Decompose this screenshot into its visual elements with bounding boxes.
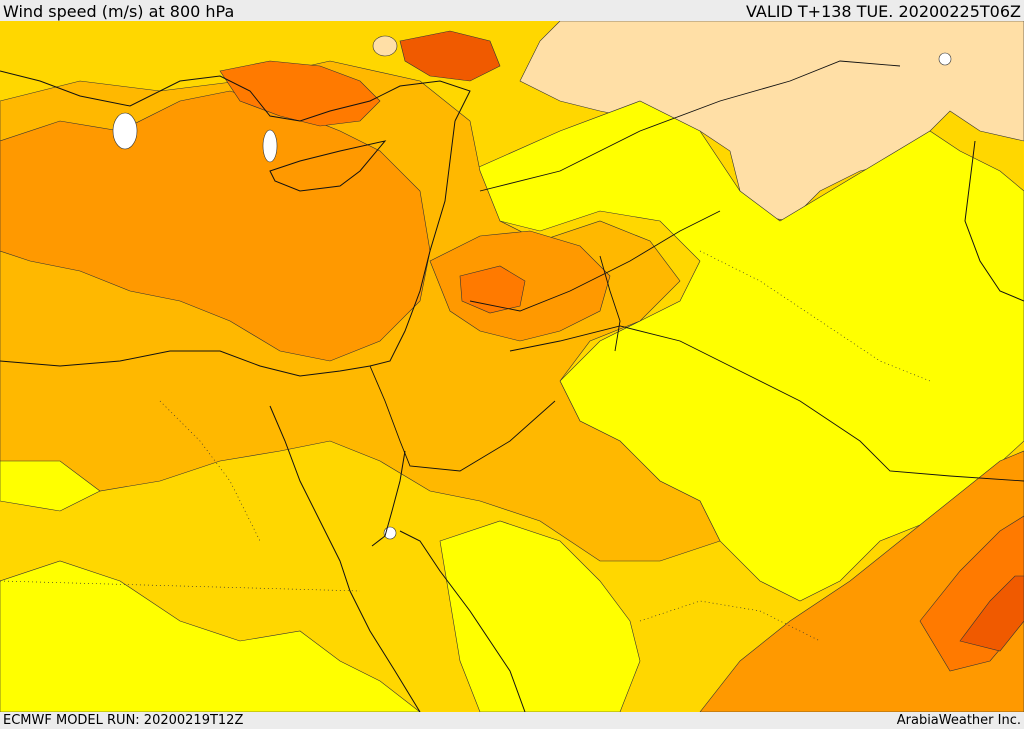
footer-bar: ECMWF MODEL RUN: 20200219T12Z ArabiaWeat… xyxy=(0,712,1024,729)
band-low-east xyxy=(469,100,1024,602)
map-title: Wind speed (m/s) at 800 hPa xyxy=(3,2,235,21)
band-core-syria xyxy=(459,265,526,314)
band-core-turkey xyxy=(219,60,381,127)
coastline-persian-gulf xyxy=(964,140,1024,302)
coastline-egypt-north xyxy=(0,350,371,377)
border-egypt-israel xyxy=(369,365,556,472)
coastline-gulf-of-suez xyxy=(269,405,421,712)
border-jordan-iraq-saudi xyxy=(469,210,721,312)
coastline-turkey-south xyxy=(0,70,471,122)
band-high-mediterranean xyxy=(0,90,431,362)
header-bar: Wind speed (m/s) at 800 hPa VALID T+138 … xyxy=(0,0,1024,21)
dotted-boundary-2 xyxy=(159,400,261,542)
credit-label: ArabiaWeather Inc. xyxy=(896,713,1021,728)
dotted-boundary-1 xyxy=(699,250,931,382)
border-syria-iraq xyxy=(479,60,901,192)
wind-speed-map xyxy=(0,21,1024,712)
calm-patch-2 xyxy=(262,129,278,163)
border-saudi-iraq xyxy=(509,325,1024,482)
calm-patch-3 xyxy=(372,35,398,57)
calm-patch-5 xyxy=(938,52,952,66)
model-run-label: ECMWF MODEL RUN: 20200219T12Z xyxy=(3,713,244,728)
coastline-gulf-of-aqaba xyxy=(371,450,406,547)
coastline-red-sea-east xyxy=(399,530,526,712)
border-jordan-saudi xyxy=(599,255,621,352)
band-core-southeast-inner xyxy=(959,575,1024,652)
border-egypt-sudan xyxy=(0,580,361,592)
band-core-aegean-east xyxy=(399,30,501,82)
valid-time: VALID T+138 TUE. 20200225T06Z xyxy=(745,2,1021,21)
band-low-redsea xyxy=(439,520,641,712)
band-low-south xyxy=(0,560,421,712)
coastline-cyprus xyxy=(269,140,387,192)
calm-patch-1 xyxy=(112,112,138,150)
coastline-levant xyxy=(369,120,456,367)
wind-speed-map-svg xyxy=(0,21,1024,712)
